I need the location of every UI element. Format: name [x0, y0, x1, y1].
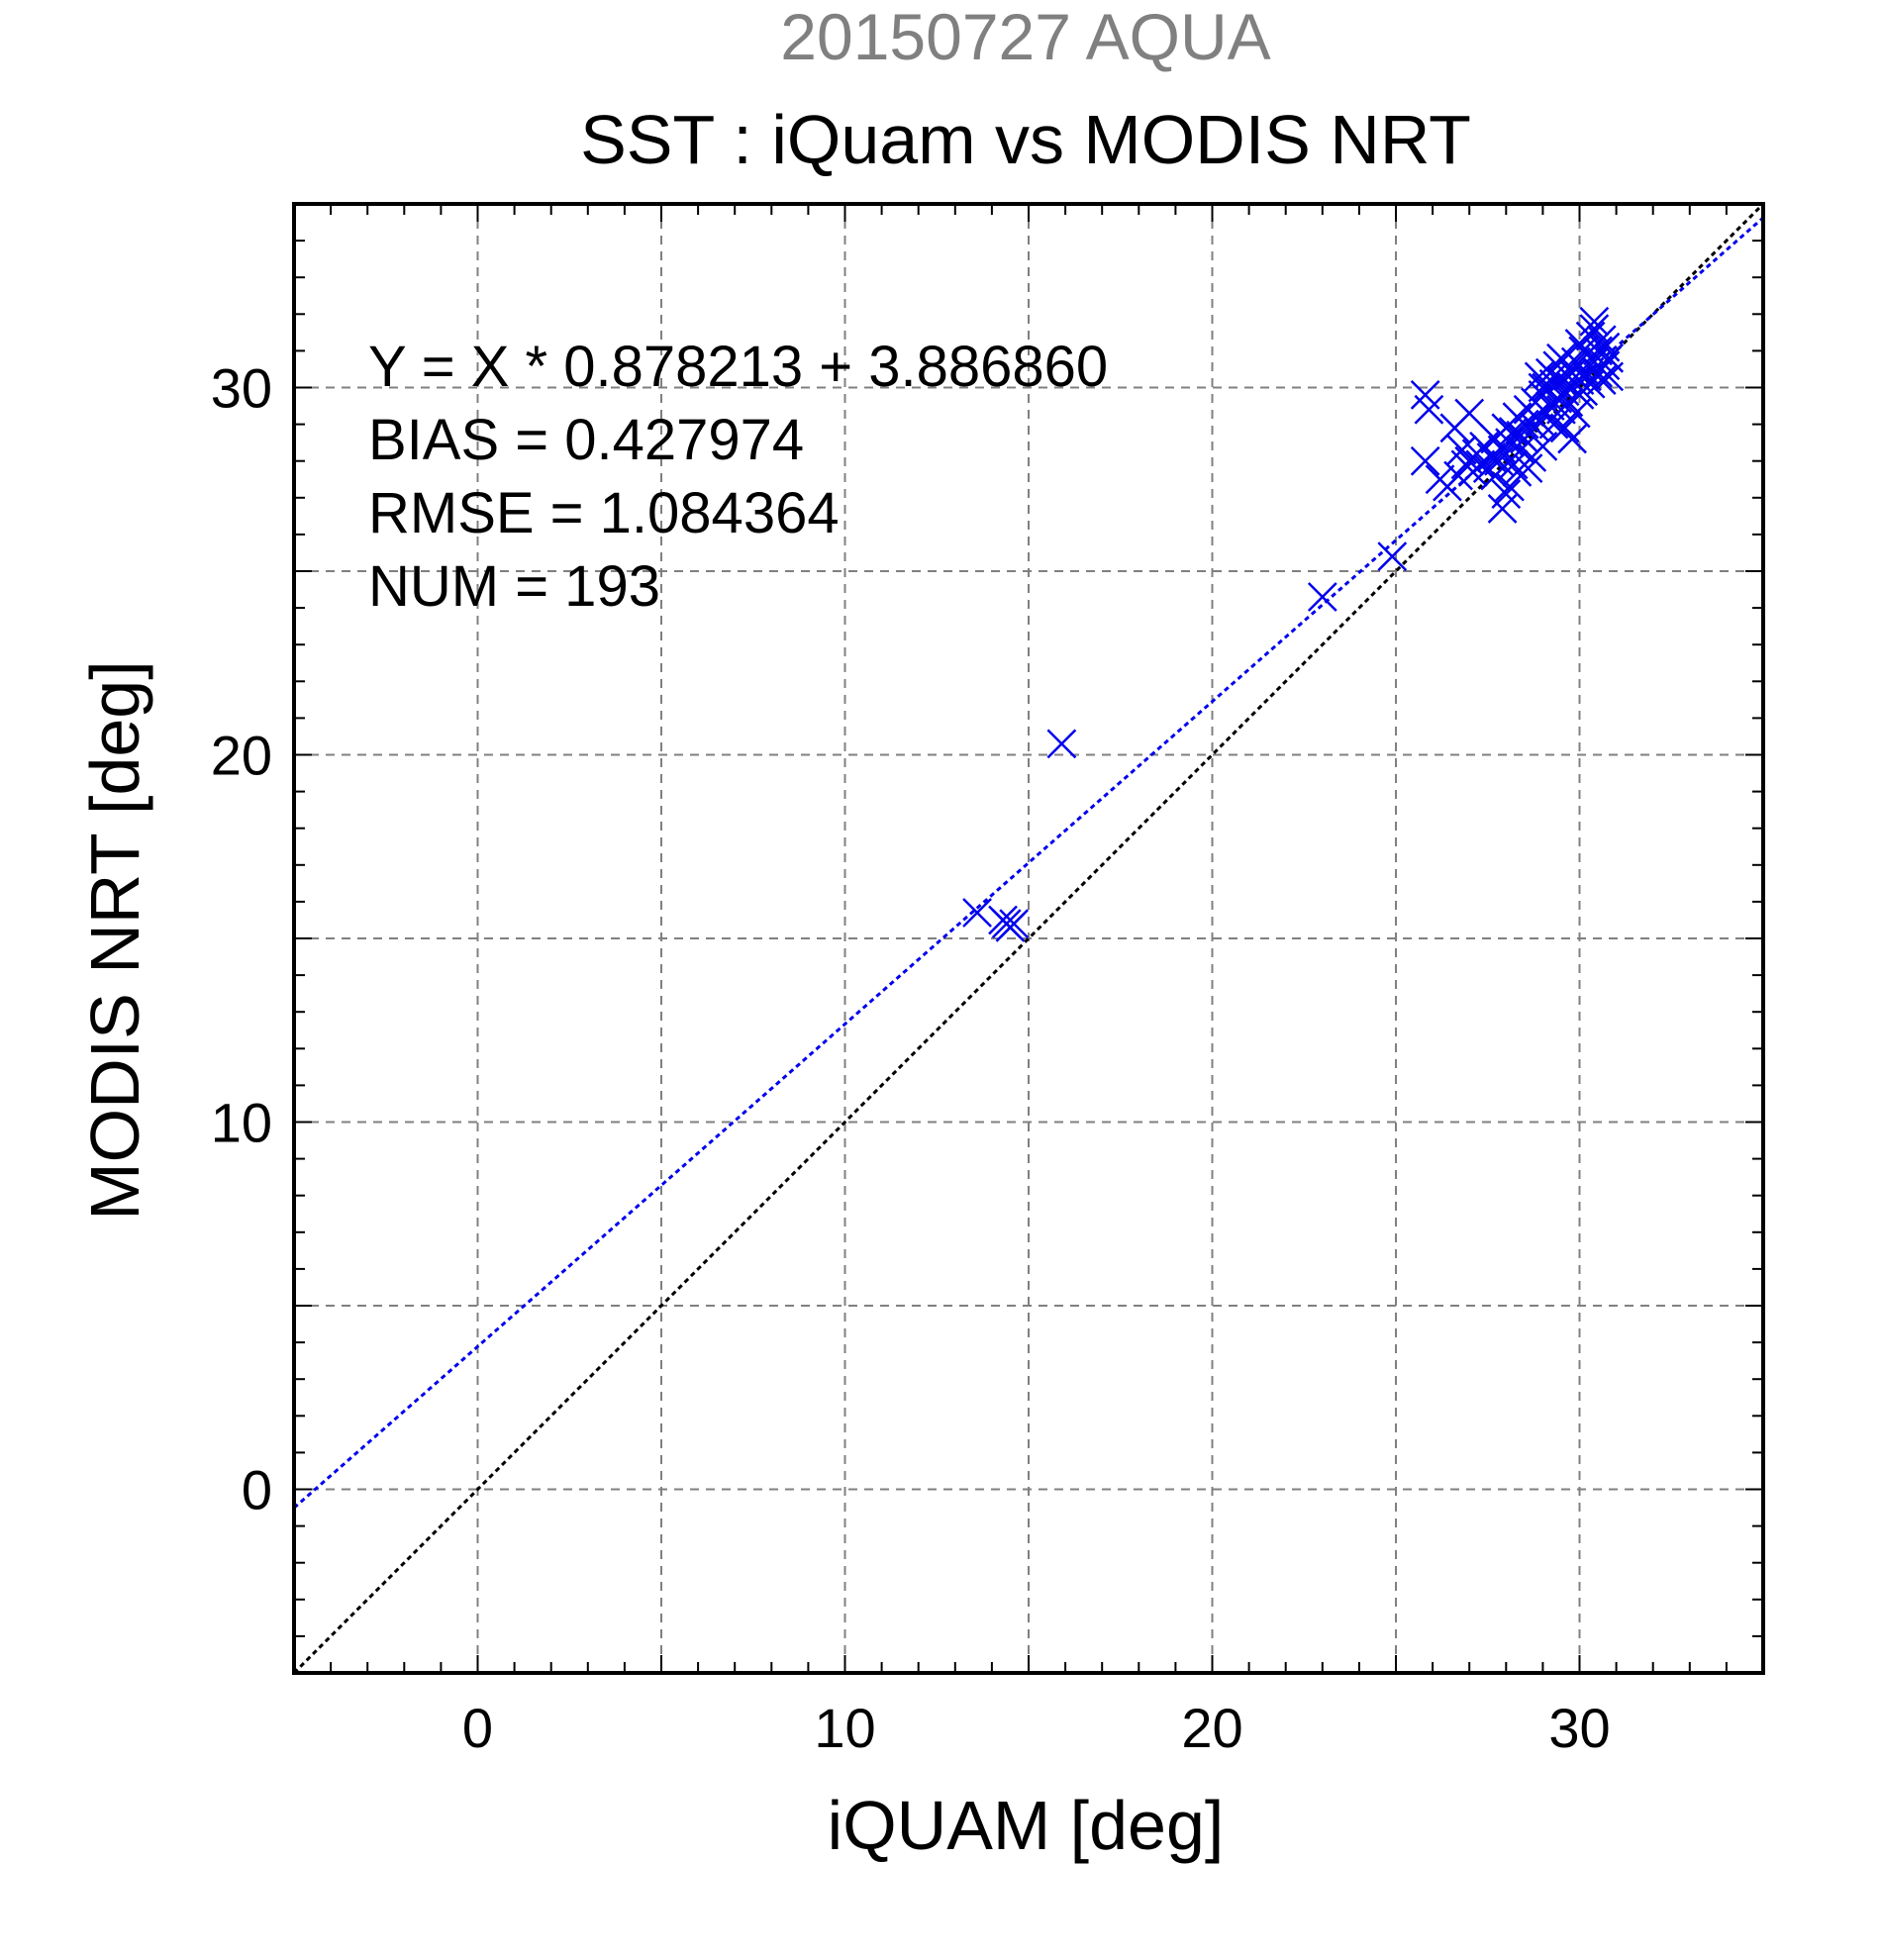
scatter-point — [988, 905, 1018, 935]
x-tick-label: 10 — [814, 1697, 875, 1759]
scatter-point-stroke — [1414, 394, 1444, 425]
y-tick-label: 30 — [211, 357, 272, 420]
scatter-point-stroke — [1521, 402, 1550, 433]
scatter-point-stroke — [1483, 445, 1514, 476]
scatter-point — [1579, 306, 1610, 337]
x-tick-label: 30 — [1548, 1697, 1610, 1759]
scatter-point — [1560, 398, 1591, 429]
scatter-point — [1557, 424, 1587, 454]
scatter-point-stroke — [988, 905, 1018, 935]
scatter-point-stroke — [1583, 336, 1613, 366]
rmse-label: RMSE = 1.084364 — [368, 481, 840, 545]
scatter-point-stroke — [1521, 413, 1550, 443]
scatter-point-stroke — [1410, 380, 1440, 410]
x-tick-labels: 0 10 20 30 — [462, 1697, 1611, 1759]
scatter-point-stroke — [1579, 306, 1610, 337]
scatter-points — [962, 306, 1625, 942]
y-tick-label: 10 — [211, 1092, 272, 1154]
scatter-point — [1521, 402, 1550, 433]
scatter-point-stroke — [999, 909, 1030, 939]
scatter-point-stroke — [1560, 398, 1591, 429]
scatter-point — [1454, 398, 1485, 429]
scatter-point-stroke — [1546, 343, 1576, 373]
scatter-point-stroke — [1572, 361, 1602, 392]
scatter-point — [1414, 394, 1444, 425]
scatter-point-stroke — [1307, 582, 1337, 612]
x-axis-label: iQUAM [deg] — [828, 1787, 1225, 1864]
scatter-point — [1307, 582, 1337, 612]
x-tick-label: 20 — [1181, 1697, 1242, 1759]
y-tick-label: 20 — [211, 725, 272, 787]
scatter-point-stroke — [1498, 449, 1529, 480]
scatter-point-stroke — [1557, 424, 1587, 454]
y-tick-labels: 0 10 20 30 — [211, 357, 272, 1521]
scatter-point — [1594, 361, 1625, 392]
scatter-point — [1521, 413, 1550, 443]
scatter-point — [1546, 343, 1576, 373]
scatter-point — [999, 909, 1030, 939]
scatter-point-stroke — [1446, 435, 1477, 465]
stats-annotations: Y = X * 0.878213 + 3.886860 BIAS = 0.427… — [368, 335, 1108, 619]
chart-supertitle: 20150727 AQUA — [780, 0, 1270, 73]
y-tick-label: 0 — [242, 1459, 272, 1521]
scatter-point-stroke — [1506, 420, 1536, 450]
scatter-point — [1568, 336, 1599, 366]
scatter-point-stroke — [1491, 479, 1522, 509]
scatter-point-stroke — [1377, 541, 1408, 572]
y-axis-label: MODIS NRT [deg] — [76, 660, 153, 1220]
scatter-point-stroke — [962, 898, 992, 928]
scatter-point-stroke — [1586, 325, 1617, 355]
scatter-point-stroke — [1506, 435, 1536, 465]
scatter-point — [1557, 357, 1587, 388]
scatter-point — [1528, 431, 1558, 461]
scatter-point — [962, 898, 992, 928]
plot-frame — [292, 202, 1765, 1675]
x-tick-label: 0 — [462, 1697, 493, 1759]
regression-equation: Y = X * 0.878213 + 3.886860 — [368, 335, 1108, 399]
scatter-point-stroke — [1538, 409, 1569, 440]
scatter-point-stroke — [1454, 398, 1485, 429]
chart-title: SST : iQuam vs MODIS NRT — [580, 101, 1471, 178]
scatter-point-stroke — [1590, 332, 1621, 362]
scatter-point — [1506, 420, 1536, 450]
scatter-point — [1538, 409, 1569, 440]
scatter-point — [1528, 372, 1558, 403]
scatter-point-stroke — [1568, 336, 1599, 366]
scatter-point-stroke — [1594, 361, 1625, 392]
num-label: NUM = 193 — [368, 554, 660, 619]
scatter-point — [1586, 325, 1617, 355]
scatter-point-stroke — [1528, 431, 1558, 461]
grid-lines — [294, 204, 1763, 1673]
scatter-point-stroke — [1513, 453, 1543, 484]
scatter-point-stroke — [1549, 413, 1580, 443]
scatter-point — [1410, 445, 1440, 476]
scatter-point-stroke — [1557, 357, 1587, 388]
scatter-point — [1377, 541, 1408, 572]
scatter-point-stroke — [1410, 445, 1440, 476]
bias-label: BIAS = 0.427974 — [368, 408, 804, 472]
scatter-point-stroke — [1046, 729, 1077, 759]
scatter-point-stroke — [1528, 372, 1558, 403]
scatter-point — [1491, 479, 1522, 509]
scatter-point — [1513, 453, 1543, 484]
scatter-point — [1046, 729, 1077, 759]
